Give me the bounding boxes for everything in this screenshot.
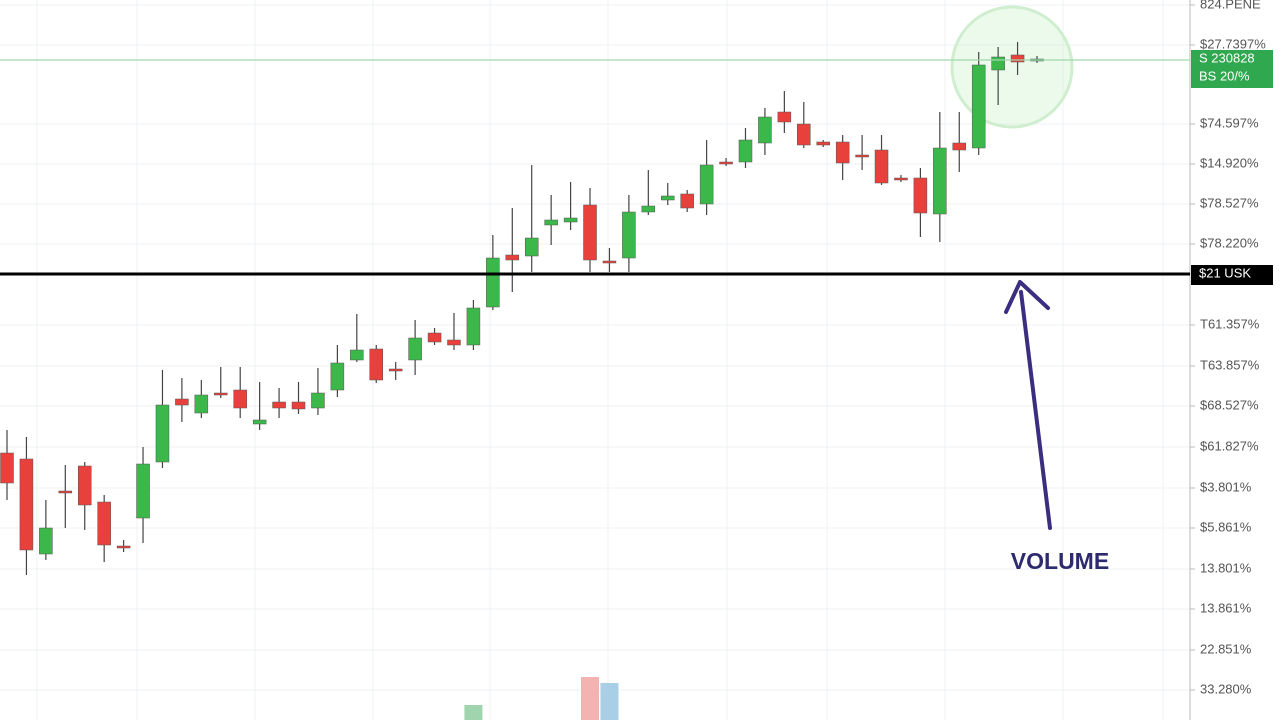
- annotation: VOLUME: [1011, 548, 1109, 574]
- candle-body: [1010, 54, 1025, 63]
- candle-body: [933, 147, 947, 215]
- y-tick-label: $78.220%: [1200, 235, 1259, 250]
- candle-body: [894, 177, 908, 181]
- y-tick-label: T61.357%: [1200, 316, 1260, 331]
- candle-body: [699, 164, 714, 205]
- y-tick-label: $78.527%: [1200, 195, 1259, 210]
- candle-body: [738, 139, 753, 163]
- candle-body: [350, 349, 364, 361]
- candle-body: [447, 339, 461, 346]
- candle-body: [583, 204, 597, 261]
- candle-body: [661, 195, 675, 201]
- candle-body: [777, 111, 792, 123]
- y-tick-label: $5.861%: [1200, 519, 1252, 534]
- candle-body: [505, 254, 520, 261]
- candle-body: [835, 141, 850, 164]
- candle-body: [155, 404, 170, 463]
- y-ticks: 824.PENE $27.7397% $74.597% $14.920% $78.527…: [1190, 0, 1266, 696]
- candle-body: [874, 149, 889, 184]
- candle-body: [991, 56, 1005, 71]
- y-tick-label: $68.527%: [1200, 397, 1259, 412]
- candle-body: [252, 419, 267, 425]
- volume-arrow: [1004, 280, 1052, 530]
- y-tick-label: $3.801%: [1200, 479, 1252, 494]
- candle-body: [816, 141, 830, 146]
- price-lines: $21 USK S 230828 BS 20/%: [0, 50, 1273, 285]
- candle-body: [330, 362, 345, 391]
- price-label: $21 USK: [1199, 265, 1251, 280]
- candle-body: [563, 217, 578, 223]
- candle-body: [952, 142, 967, 151]
- candle-body: [680, 193, 694, 209]
- candle-body: [0, 452, 14, 484]
- candle-body: [19, 458, 34, 551]
- candle-body: [971, 64, 986, 149]
- candle-body: [913, 177, 928, 214]
- candle-body: [39, 527, 53, 555]
- arrow-head: [1004, 280, 1050, 314]
- volume-bar: [581, 677, 600, 720]
- candle-body: [291, 401, 306, 410]
- candle-body: [622, 211, 636, 259]
- candle-body: [77, 465, 92, 506]
- candle-body: [544, 219, 558, 226]
- y-tick-label: 22.851%: [1200, 641, 1252, 656]
- candle-body: [58, 490, 73, 494]
- candle-body: [97, 501, 111, 546]
- candle-body: [408, 337, 422, 361]
- candle-body: [388, 368, 403, 372]
- candle-body: [194, 394, 209, 414]
- candle-body: [214, 392, 228, 396]
- price-label-box: [1191, 50, 1273, 88]
- highlight-circle: [950, 5, 1074, 129]
- candle-body: [758, 116, 772, 144]
- volume-bars: [464, 677, 619, 720]
- y-tick-label: $14.920%: [1200, 155, 1259, 170]
- candle-body: [641, 205, 656, 213]
- vertical-grid: [36, 0, 1164, 720]
- y-tick-label: 824.PENE: [1200, 0, 1261, 11]
- candle-body: [466, 307, 481, 346]
- candle-body: [311, 392, 325, 409]
- candles: [0, 42, 1044, 575]
- y-tick-label: $74.597%: [1200, 115, 1259, 130]
- candle-body: [136, 463, 150, 519]
- candle-body: [175, 398, 189, 406]
- candle-body: [233, 389, 247, 409]
- candle-body: [369, 348, 383, 381]
- candle-body: [797, 123, 811, 146]
- y-tick-label: T63.857%: [1200, 357, 1260, 372]
- candle-body: [602, 260, 617, 264]
- y-tick-label: 13.801%: [1200, 560, 1252, 575]
- candle-body: [486, 257, 500, 308]
- price-label: BS 20/%: [1199, 68, 1250, 83]
- y-tick-label: 33.280%: [1200, 681, 1252, 696]
- y-tick-label: 13.861%: [1200, 600, 1252, 615]
- candle-body: [855, 154, 869, 158]
- price-label: S 230828: [1199, 50, 1255, 65]
- candle-body: [116, 545, 131, 549]
- volume-bar: [464, 705, 483, 720]
- arrow-shaft: [1019, 290, 1052, 530]
- y-tick-label: $61.827%: [1200, 438, 1259, 453]
- volume-bar: [600, 683, 619, 720]
- price-label-box: [1191, 265, 1273, 285]
- y-tick-label: $27.7397%: [1200, 36, 1266, 51]
- candle-body: [427, 332, 442, 343]
- candle-body: [272, 401, 286, 409]
- candle-body: [524, 237, 539, 257]
- candle-body: [719, 161, 733, 165]
